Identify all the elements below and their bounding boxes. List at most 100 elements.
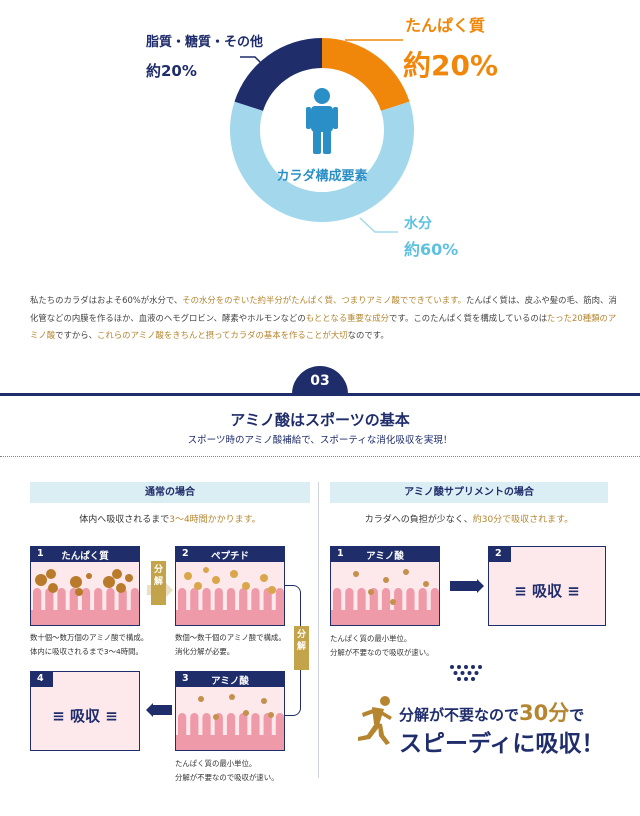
breakdown-arrow-label: 分解: [151, 561, 166, 605]
intro-highlight: たった20種類のアミノ酸: [30, 312, 617, 341]
protein-value: 約20%: [403, 49, 499, 82]
subtext-highlight: 3〜4時間かかります。: [169, 515, 261, 525]
intro-text: ですから、: [55, 330, 97, 340]
nutrient-particle: [213, 714, 219, 720]
nutrient-particle: [230, 570, 238, 578]
stage-peptide: 2 ペプチド: [175, 546, 285, 626]
nutrient-particle: [203, 567, 209, 573]
intro-text: たんぱく質は、皮ふや髪の毛、筋肉、消化管などの内膜を作るほか、血液のヘモグロビン…: [30, 295, 617, 323]
intestine-villi: [31, 569, 139, 625]
subtext: カラダへの負担が少なく、: [364, 515, 473, 525]
nutrient-particle: [125, 574, 133, 582]
donut-slice-2: [234, 38, 322, 111]
nutrient-particle: [48, 583, 58, 593]
step-number: 3: [182, 673, 189, 684]
tagline-text: 分解が不要なので: [399, 706, 520, 724]
stage-header: 2 ペプチド: [176, 547, 284, 562]
step-number: 1: [37, 548, 44, 559]
step-title: ペプチド: [210, 551, 249, 562]
nutrient-particle: [103, 576, 115, 588]
amino-note: たんぱく質の最小単位。 分解が不要なので吸収が速い。: [175, 757, 278, 785]
step-title: たんぱく質: [61, 551, 109, 562]
normal-case-subtext: 体内へ吸収されるまで3〜4時間かかります。: [30, 512, 310, 525]
protein-note: 数十個〜数万個のアミノ酸で構成。 体内に吸収されるまで3〜4時間。: [30, 631, 148, 659]
nutrient-particle: [75, 588, 83, 596]
nutrient-particle: [194, 582, 202, 590]
step-title: アミノ酸: [211, 676, 249, 687]
fat-value: 約20%: [146, 62, 197, 80]
stage-header: 2: [489, 547, 511, 562]
note-line: 数個〜数千個のアミノ酸で構成。: [175, 633, 286, 642]
supplement-case-subtext: カラダへの負担が少なく、約30分で吸収されます。: [330, 512, 608, 525]
running-person-icon: [358, 696, 392, 745]
step-number: 4: [37, 673, 44, 684]
down-arrow-icon: [450, 665, 482, 681]
protein-label: たんぱく質: [405, 16, 486, 35]
stage-header: 3 アミノ酸: [176, 672, 284, 687]
donut-slice-1: [230, 101, 415, 222]
intro-highlight: これらのアミノ酸をきちんと摂ってカラダの基本を作ることが大切: [97, 330, 348, 340]
donut-center-label: カラダ構成要素: [276, 168, 367, 184]
note-line: 分解が不要なので吸収が速い。: [330, 648, 434, 657]
left-arrow-icon: [146, 703, 172, 717]
absorption-text: 吸収: [69, 707, 100, 725]
nutrient-particle: [368, 589, 374, 595]
stage-absorption: 4 ≡ 吸収 ≡: [30, 671, 140, 751]
nutrient-particle: [46, 569, 56, 579]
note-line: 数十個〜数万個のアミノ酸で構成。: [30, 633, 149, 642]
stage-header: 1 たんぱく質: [31, 547, 139, 562]
nutrient-particle: [383, 577, 389, 583]
nutrient-particle: [70, 576, 82, 588]
step-number: 1: [337, 548, 344, 559]
intro-text: なのです。: [347, 330, 389, 340]
step-title: アミノ酸: [366, 551, 404, 562]
nutrient-particle: [390, 599, 396, 605]
intestine-villi: [176, 567, 284, 625]
tagline-line-1: 分解が不要なので30分で: [399, 697, 584, 727]
tagline-line-2: スピーディに吸収！: [399, 731, 605, 757]
step-number: 2: [495, 548, 502, 559]
nutrient-particle: [268, 712, 274, 718]
normal-case-heading: 通常の場合: [30, 482, 310, 503]
intro-text: です。このたんぱく質を構成しているのは: [389, 312, 547, 323]
column-divider: [318, 482, 319, 778]
intro-paragraph: 私たちのカラダはおよそ60%が水分で、その水分をのぞいた約半分がたんぱく質、つま…: [30, 292, 618, 345]
intestine-villi: [176, 694, 284, 750]
stage-header: 4: [31, 672, 53, 687]
nutrient-particle: [403, 569, 409, 575]
person-icon: [306, 88, 338, 154]
supplement-case-heading: アミノ酸サプリメントの場合: [330, 482, 608, 503]
intro-highlight: もととなる重要な成分: [305, 312, 390, 323]
tagline-text: で: [569, 706, 585, 724]
nutrient-particle: [112, 569, 122, 579]
stage-header: 1 アミノ酸: [331, 547, 439, 562]
nutrient-particle: [268, 586, 276, 594]
supplement-stage-absorption: 2 ≡ 吸収 ≡: [488, 546, 606, 626]
leader-line: [240, 56, 269, 71]
absorption-text: 吸収: [531, 582, 562, 600]
right-arrow-icon: [450, 579, 484, 593]
nutrient-particle: [261, 698, 267, 704]
nutrient-particle: [260, 574, 268, 582]
intro-highlight: その水分をのぞいた約半分がたんぱく質、つまりアミノ酸でできています。: [182, 295, 467, 305]
section-title: アミノ酸はスポーツの基本: [230, 411, 410, 429]
fat-label: 脂質・糖質・その他: [146, 35, 264, 50]
breakdown-label: 分解: [296, 630, 306, 652]
breakdown-label: 分解: [153, 565, 163, 587]
nutrient-particle: [184, 572, 192, 580]
nutrient-particle: [35, 574, 47, 586]
absorption-label: ≡ 吸収 ≡: [52, 707, 118, 725]
leader-line: [359, 217, 398, 233]
body-composition-donut: カラダ構成要素: [230, 38, 415, 233]
breakdown-arrow-label: 分解: [294, 626, 309, 670]
water-value: 約60%: [404, 240, 459, 259]
intestine-villi: [331, 569, 439, 625]
stage-protein: 1 たんぱく質: [30, 546, 140, 626]
body-composition-figure: カラダ構成要素 脂質・糖質・その他 約20% たんぱく質 約20% 水分 約60…: [0, 0, 640, 280]
nutrient-particle: [86, 573, 92, 579]
peptide-note: 数個〜数千個のアミノ酸で構成。 消化分解が必要。: [175, 631, 286, 659]
supplement-stage-amino: 1 アミノ酸: [330, 546, 440, 626]
nutrient-particle: [229, 694, 235, 700]
nutrient-particle: [116, 583, 126, 593]
dotted-divider: [0, 456, 640, 457]
